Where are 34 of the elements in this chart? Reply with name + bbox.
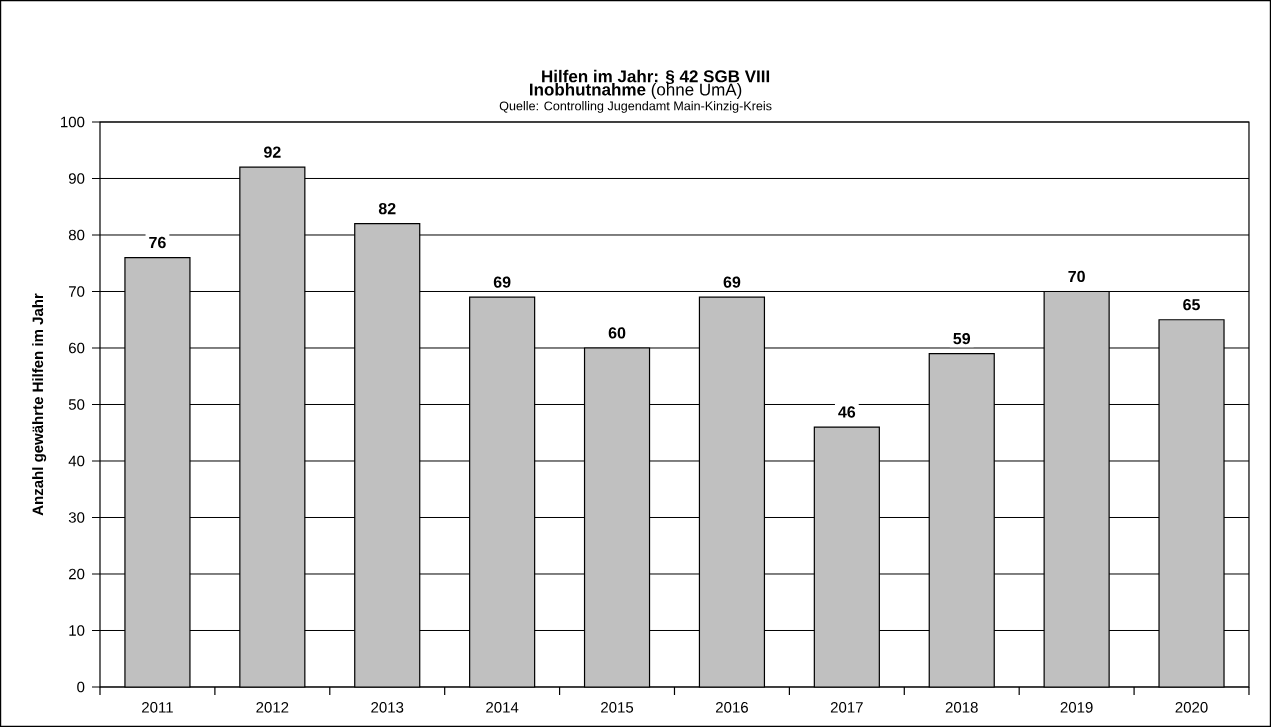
x-tick-label: 2015 (601, 702, 634, 713)
data-label: 92 (264, 146, 281, 158)
y-tick-label: 100 (61, 116, 85, 128)
x-tick-label: 2020 (1175, 702, 1208, 713)
y-tick-label: 20 (69, 568, 85, 580)
x-tick-label: 2018 (945, 702, 978, 713)
chart-subtitle: Inobhutnahme (ohne UmA) (530, 83, 742, 99)
data-label: 70 (1068, 270, 1085, 283)
x-tick-label: 2013 (371, 702, 404, 713)
data-label: 46 (838, 406, 856, 418)
source-note: Quelle: Controlling Jugendamt Main-Kinzig-Kreis (499, 101, 772, 113)
x-tick-label: 2011 (142, 702, 173, 713)
data-label: 82 (378, 202, 396, 215)
data-label: 65 (1183, 299, 1200, 311)
y-axis-title: Anzahl gewährte Hilfen im Jahr (32, 293, 47, 516)
y-tick-label: 70 (69, 286, 85, 297)
y-tick-label: 90 (68, 173, 85, 184)
y-tick-label: 0 (77, 681, 85, 693)
x-tick-label: 2019 (1060, 702, 1093, 713)
y-tick-label: 50 (68, 399, 85, 410)
y-tick-label: 60 (69, 342, 85, 354)
x-tick-label: 2014 (486, 702, 519, 713)
y-tick-label: 30 (68, 512, 85, 523)
y-tick-label: 40 (68, 455, 85, 467)
data-label: 59 (953, 332, 971, 345)
x-tick-label: 2017 (830, 702, 863, 713)
data-label: 76 (149, 236, 166, 249)
x-tick-label: 2016 (716, 702, 748, 713)
x-tick-label: 2012 (256, 702, 289, 713)
y-tick-label: 10 (69, 625, 85, 636)
y-tick-label: 80 (68, 229, 85, 241)
data-label: 69 (723, 276, 741, 288)
data-label: 60 (608, 327, 626, 339)
data-label: 69 (493, 276, 511, 288)
